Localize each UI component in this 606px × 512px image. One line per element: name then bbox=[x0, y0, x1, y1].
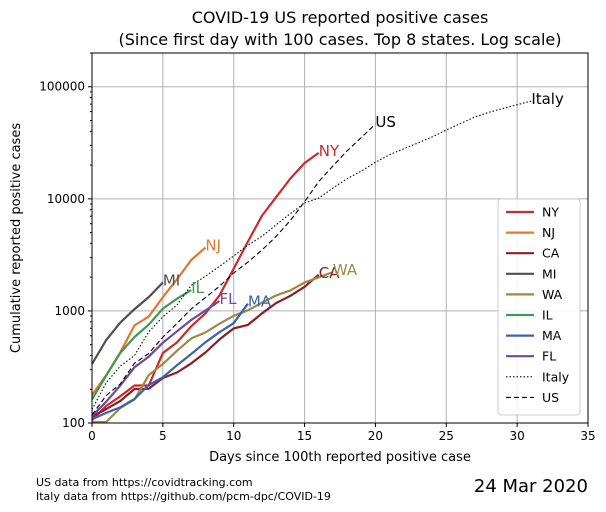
y-axis-label: Cumulative reported positive cases bbox=[9, 123, 24, 353]
series-line-mi bbox=[91, 281, 164, 365]
y-tick-label: 100 bbox=[62, 416, 85, 430]
legend-label-il: IL bbox=[542, 308, 553, 323]
legend-label-mi: MI bbox=[542, 266, 556, 281]
footnote-italy-source: Italy data from https://github.com/pcm-d… bbox=[36, 490, 331, 503]
x-tick-label: 5 bbox=[159, 429, 167, 443]
legend: NY NJ CA MI WA IL MA FL Italy US bbox=[497, 198, 581, 416]
series-line-us bbox=[91, 123, 376, 416]
series-end-label-us: US bbox=[375, 113, 396, 131]
series-lines bbox=[91, 100, 532, 424]
chart-title-line-2: (Since first day with 100 cases. Top 8 s… bbox=[118, 30, 562, 49]
y-tick-label: 100000 bbox=[39, 80, 85, 94]
y-tick-label: 1000 bbox=[54, 304, 85, 318]
series-line-il bbox=[91, 289, 192, 401]
legend-label-fl: FL bbox=[542, 349, 556, 364]
legend-label-us: US bbox=[542, 390, 559, 405]
series-end-label-fl: FL bbox=[220, 290, 238, 308]
series-line-fl bbox=[91, 300, 221, 417]
axis-ticks: 0 5 10 15 20 25 30 35 100 1000 10000 100000 bbox=[39, 52, 596, 443]
legend-label-nj: NJ bbox=[542, 225, 555, 240]
x-tick-label: 10 bbox=[226, 429, 241, 443]
series-end-labels: NY NJ CA MI WA IL MA FL Italy US bbox=[163, 90, 564, 311]
x-tick-label: 30 bbox=[510, 429, 525, 443]
legend-label-italy: Italy bbox=[542, 369, 570, 384]
series-end-label-nj: NJ bbox=[205, 237, 221, 255]
x-tick-label: 15 bbox=[297, 429, 312, 443]
legend-label-ma: MA bbox=[542, 328, 562, 343]
chart-title-line-1: COVID-19 US reported positive cases bbox=[191, 8, 489, 27]
series-end-label-ma: MA bbox=[248, 293, 272, 311]
series-end-label-ny: NY bbox=[319, 142, 340, 160]
series-end-label-italy: Italy bbox=[531, 90, 564, 108]
series-line-ma bbox=[91, 303, 249, 421]
footnote-us-source: US data from https://covidtracking.com bbox=[36, 476, 253, 489]
legend-label-ca: CA bbox=[542, 246, 560, 261]
date-label: 24 Mar 2020 bbox=[473, 476, 588, 497]
x-axis-label: Days since 100th reported positive case bbox=[209, 450, 471, 465]
series-end-label-mi: MI bbox=[163, 272, 180, 290]
plot-frame bbox=[91, 52, 589, 424]
legend-label-ny: NY bbox=[542, 205, 559, 220]
series-end-label-ca: CA bbox=[319, 264, 340, 282]
x-tick-label: 0 bbox=[88, 429, 96, 443]
series-line-ca bbox=[91, 273, 320, 418]
series-end-label-il: IL bbox=[191, 279, 204, 297]
series-end-label-wa: WA bbox=[333, 261, 358, 279]
y-tick-label: 10000 bbox=[47, 192, 85, 206]
legend-label-wa: WA bbox=[542, 287, 563, 302]
x-tick-label: 20 bbox=[368, 429, 383, 443]
x-tick-label: 35 bbox=[580, 429, 595, 443]
x-tick-label: 25 bbox=[439, 429, 454, 443]
series-line-italy bbox=[91, 100, 532, 410]
series-line-ny bbox=[91, 152, 320, 421]
